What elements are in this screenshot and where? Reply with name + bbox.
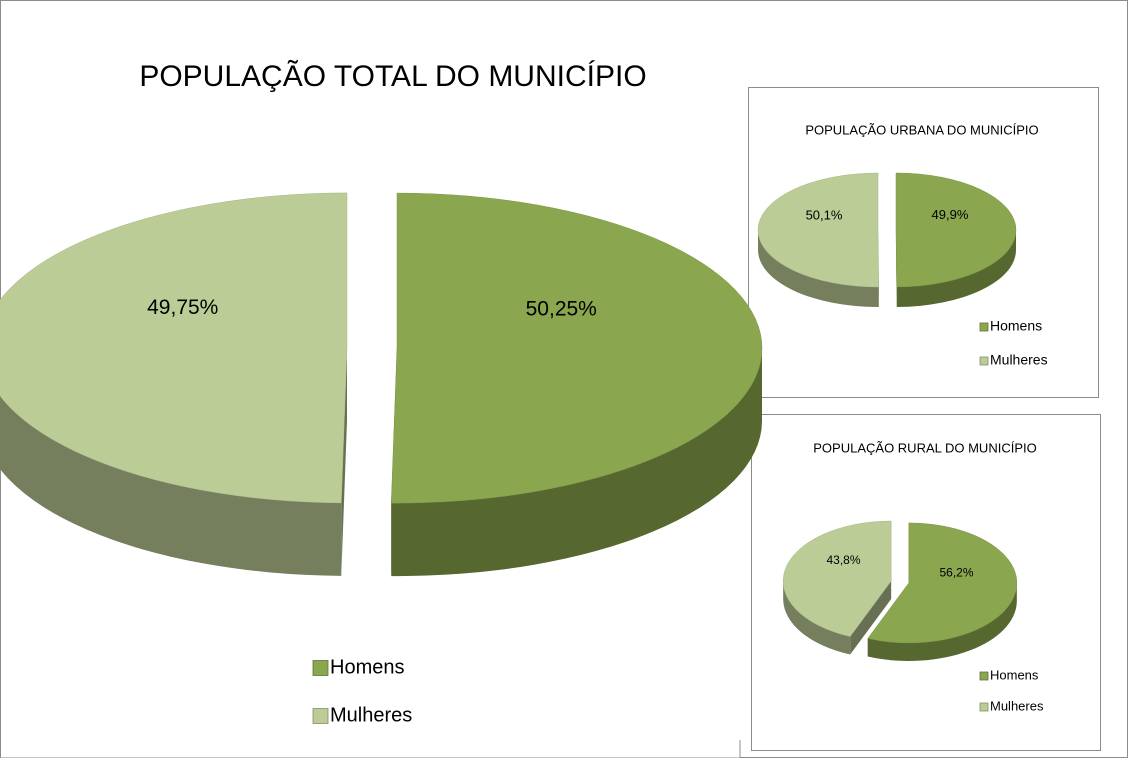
chart-title: POPULAÇÃO RURAL DO MUNICÍPIO — [813, 440, 1036, 455]
slice — [782, 520, 892, 637]
slice-side — [0, 395, 342, 576]
slice-wall — [850, 581, 892, 655]
legend-label: Homens — [330, 656, 404, 678]
slice-side — [867, 582, 1017, 661]
data-label: 50,1% — [806, 207, 843, 222]
slice-side — [758, 230, 879, 308]
legend-label: Homens — [990, 667, 1039, 682]
legend-swatch — [979, 322, 989, 332]
slice — [757, 172, 880, 288]
slice — [0, 192, 348, 504]
legend-swatch — [979, 356, 989, 366]
legend-swatch — [312, 660, 329, 676]
data-label: 49,9% — [932, 207, 969, 222]
legend-swatch — [312, 708, 329, 724]
chart-title: POPULAÇÃO TOTAL DO MUNICÍPIO — [139, 59, 646, 93]
data-label: 50,25% — [526, 297, 597, 320]
slice-side — [896, 229, 1016, 307]
legend-label: Mulheres — [990, 698, 1044, 713]
data-label: 56,2% — [939, 565, 973, 579]
slice — [391, 192, 763, 504]
slice-side — [391, 348, 762, 577]
slice-wall — [341, 347, 348, 576]
chart-title: POPULAÇÃO URBANA DO MUNICÍPIO — [805, 122, 1038, 137]
legend-label: Homens — [990, 318, 1042, 334]
slice — [895, 172, 1017, 288]
slice — [867, 522, 1018, 644]
slice-side — [783, 581, 851, 655]
legend-label: Mulheres — [330, 704, 412, 726]
legend-swatch — [979, 671, 989, 681]
legend-swatch — [979, 702, 989, 712]
data-label: 49,75% — [147, 296, 218, 319]
data-label: 43,8% — [826, 553, 860, 567]
legend-label: Mulheres — [990, 352, 1048, 368]
